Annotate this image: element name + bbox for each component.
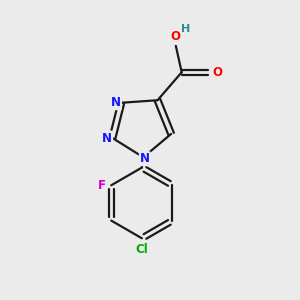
Text: H: H	[182, 24, 191, 34]
Text: Cl: Cl	[136, 243, 148, 256]
Text: O: O	[170, 30, 180, 44]
Text: F: F	[98, 179, 106, 192]
Text: N: N	[140, 152, 150, 165]
Text: N: N	[111, 96, 121, 109]
Text: O: O	[212, 66, 222, 79]
Text: N: N	[102, 131, 112, 145]
